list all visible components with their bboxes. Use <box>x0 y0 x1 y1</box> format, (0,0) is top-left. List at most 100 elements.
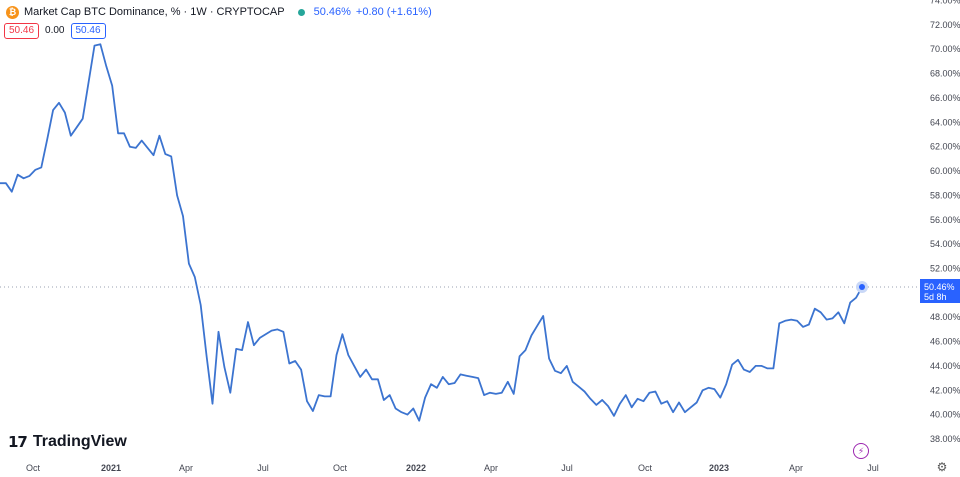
data-point <box>365 369 367 371</box>
data-point <box>241 349 243 351</box>
data-point <box>395 407 397 410</box>
data-point <box>182 215 184 217</box>
y-tick-label: 70.00% <box>930 44 960 54</box>
data-point <box>477 377 479 379</box>
data-point <box>276 328 279 330</box>
data-point <box>778 322 780 324</box>
y-tick-label: 52.00% <box>930 263 960 273</box>
ohlc-mid: 0.00 <box>43 24 67 38</box>
data-point <box>111 85 113 87</box>
data-point <box>837 311 840 313</box>
x-tick-label: Oct <box>638 463 653 473</box>
data-point <box>843 322 845 324</box>
data-point <box>796 320 798 322</box>
y-tick-label: 46.00% <box>930 337 960 347</box>
data-point <box>731 364 733 366</box>
data-point <box>135 147 137 149</box>
data-point <box>46 138 48 140</box>
data-point <box>448 383 450 385</box>
data-point <box>536 325 538 327</box>
price-tag: 50.46% 5d 8h <box>920 279 960 303</box>
data-point <box>229 392 231 394</box>
x-tick-label: Apr <box>789 463 803 473</box>
data-point <box>654 390 657 393</box>
y-tick-label: 64.00% <box>930 117 960 127</box>
data-point <box>40 166 42 168</box>
data-point <box>442 376 444 378</box>
data-point <box>306 400 308 402</box>
data-point <box>471 376 473 378</box>
data-point <box>123 132 125 134</box>
gear-icon[interactable]: ⚙ <box>936 460 948 474</box>
data-point <box>619 403 621 405</box>
data-point <box>648 392 651 394</box>
tradingview-logo[interactable]: 17 TradingView <box>8 433 127 451</box>
data-point <box>99 43 101 45</box>
last-point-marker <box>859 284 865 290</box>
y-tick-label: 66.00% <box>930 93 960 103</box>
x-tick-label: Jul <box>257 463 269 473</box>
bitcoin-icon: ₿ <box>6 5 19 19</box>
data-point <box>76 126 78 128</box>
data-point <box>194 276 196 278</box>
data-point <box>737 359 739 361</box>
ohlc-close: 50.46 <box>70 23 106 39</box>
data-point <box>761 365 763 367</box>
legend-title[interactable]: Market Cap BTC Dominance, % · 1W · CRYPT… <box>24 6 285 18</box>
data-point <box>188 263 190 265</box>
data-point <box>495 393 497 395</box>
data-point <box>117 132 119 134</box>
data-points <box>0 43 863 422</box>
data-point <box>206 355 208 357</box>
data-point <box>595 404 597 406</box>
data-point <box>389 394 391 396</box>
data-point <box>566 365 568 367</box>
data-point <box>672 411 674 413</box>
data-point <box>294 360 296 362</box>
x-tick-label: 2021 <box>101 463 121 473</box>
y-tick-label: 44.00% <box>930 361 960 371</box>
data-point <box>164 153 166 155</box>
data-point <box>578 386 580 388</box>
data-point <box>253 344 255 346</box>
data-point <box>259 337 261 339</box>
data-point <box>0 182 1 184</box>
data-point <box>678 401 680 404</box>
price-tag-countdown: 5d 8h <box>924 292 947 302</box>
data-point <box>23 177 25 179</box>
data-point <box>831 317 834 319</box>
data-point <box>312 410 314 412</box>
data-point <box>341 333 343 335</box>
data-point <box>772 367 775 369</box>
y-tick-label: 38.00% <box>930 434 960 444</box>
y-tick-label: 58.00% <box>930 190 960 200</box>
tradingview-mark-icon: 17 <box>8 433 28 451</box>
data-point <box>288 362 290 365</box>
data-point <box>359 376 361 378</box>
data-point <box>105 65 107 67</box>
flash-icon[interactable]: ⚡ <box>853 443 869 459</box>
data-point <box>625 394 627 396</box>
data-point <box>607 405 609 407</box>
data-point <box>152 154 155 156</box>
chart-legend: ₿ Market Cap BTC Dominance, % · 1W · CRY… <box>6 4 432 20</box>
data-point <box>330 395 332 397</box>
data-point <box>713 388 716 390</box>
data-point <box>519 355 521 357</box>
data-point <box>223 366 225 368</box>
x-tick-label: Oct <box>26 463 41 473</box>
data-point <box>589 398 592 400</box>
data-point <box>418 420 420 422</box>
data-point <box>784 320 786 322</box>
data-point <box>507 381 509 383</box>
data-point <box>755 365 757 367</box>
data-point <box>826 319 828 321</box>
x-tick-label: Jul <box>561 463 573 473</box>
data-point <box>548 358 550 360</box>
x-tick-label: Apr <box>179 463 193 473</box>
data-point <box>70 135 72 137</box>
tradingview-logo-text: TradingView <box>32 433 127 450</box>
data-point <box>642 400 645 402</box>
data-point <box>766 367 769 369</box>
